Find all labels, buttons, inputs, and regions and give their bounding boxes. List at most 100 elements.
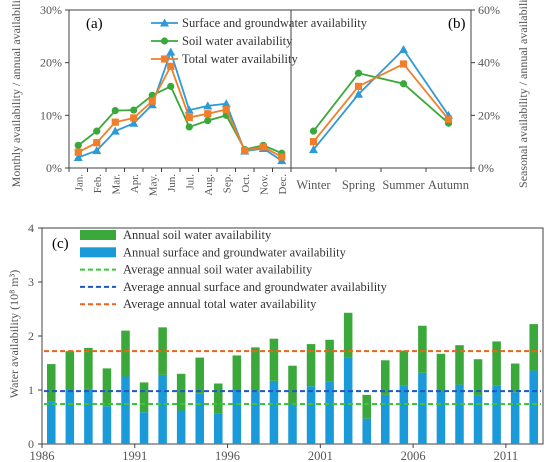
panel-c-bar-soil-10 [232, 355, 242, 390]
panel-c-bar-surface-9 [214, 413, 223, 444]
panel-a-x-tick-label: Oct. [240, 174, 252, 193]
panel-c-bar-soil-22 [455, 345, 464, 385]
panel-a-legend: Surface and groundwater availability Soil… [151, 16, 368, 66]
panel-b-seasonal-chart: (b) Seasonal availability / annual avail… [290, 0, 530, 192]
panel-c-bar-soil-17 [362, 394, 371, 419]
panel-a-point-0-0 [73, 152, 83, 161]
panel-c-bar-soil-19 [399, 350, 409, 386]
panel-c-y-tick-label: 1 [28, 383, 34, 397]
panel-b-series-line-0 [312, 48, 450, 151]
panel-c-bar-soil-26 [529, 324, 538, 371]
panel-a-x-tick-label: Aug. [203, 174, 215, 196]
panel-a-x-tick-label: Dec. [277, 174, 289, 195]
panel-a-point-2-2 [111, 118, 119, 126]
panel-b-y-ticks: 0% 20% 40% 60% [471, 3, 500, 175]
panel-c-bar-soil-12 [269, 338, 279, 381]
panel-c-legend-label-4: Average annual total water availability [123, 297, 317, 311]
panel-b-x-tick-label: Spring [342, 178, 376, 192]
panel-a-x-tick-label: Mar. [110, 174, 122, 195]
panel-c-legend-label-1: Annual surface and groundwater availabil… [123, 245, 347, 259]
panel-c-bar-surface-1 [65, 390, 75, 444]
panel-b-point-0-1 [354, 89, 363, 98]
panel-c-bar-soil-1 [65, 351, 75, 390]
panel-b-label: (b) [448, 16, 466, 32]
panel-c-bar-surface-0 [47, 401, 56, 444]
panel-a-label: (a) [86, 16, 103, 32]
panel-a-point-2-1 [93, 139, 101, 147]
panel-a-point-1-1 [93, 127, 101, 135]
panel-c-x-tick-label: 2006 [401, 449, 426, 462]
panel-c-legend-swatch-1 [80, 247, 116, 258]
panel-a-point-2-10 [259, 143, 267, 151]
panel-a-point-1-5 [167, 82, 175, 90]
panel-a-y-ticks: 0% 10% 20% 30% [40, 3, 69, 175]
panel-c-bar-soil-18 [381, 360, 390, 395]
panel-b-point-2-0 [309, 138, 318, 146]
panel-a-x-tick-label: Sep. [221, 174, 233, 194]
panel-a-x-tick-label: Nov. [258, 174, 270, 195]
panel-a-point-1-6 [185, 123, 193, 131]
panel-a-point-0-5 [166, 47, 176, 56]
panel-a-point-2-5 [167, 62, 175, 70]
panel-a-x-tick-label: Jul. [184, 174, 196, 190]
panel-c-bar-surface-19 [399, 385, 409, 444]
panel-a-point-1-3 [130, 106, 138, 114]
panel-c-bar-surface-14 [306, 386, 316, 444]
panel-c-bar-surface-2 [84, 388, 93, 444]
panel-c-bar-soil-21 [436, 353, 446, 392]
panel-a-point-0-3 [129, 118, 139, 127]
panel-a-point-1-0 [74, 141, 82, 149]
panel-a-legend-label-2: Total water availability [182, 52, 298, 66]
panel-b-x-tick-label: Summer [382, 178, 425, 192]
panel-c-bar-surface-5 [139, 412, 149, 444]
panel-c-bar-surface-12 [269, 380, 279, 444]
panel-c-bar-soil-25 [510, 363, 520, 393]
panel-a-x-ticks: Jan. Feb. Mar. Apr. May. Jun. Jul. Aug. Sep. Oct.… [68, 168, 292, 196]
panel-a-point-0-2 [110, 126, 120, 135]
panel-a-legend-marker-1 [160, 37, 169, 45]
panel-c-x-tick-label: 2001 [308, 449, 333, 462]
panel-a-legend-label-1: Soil water availability [182, 34, 293, 48]
panel-b-point-0-0 [309, 145, 318, 154]
panel-a-series [73, 47, 287, 165]
panel-a-x-tick-label: Feb. [92, 174, 104, 194]
panel-c-legend-label-2: Average annual soil water availability [123, 263, 313, 277]
panel-c-bar-soil-20 [418, 325, 427, 373]
panel-c-label: (c) [52, 236, 69, 252]
panel-c-x-tick-label: 1996 [215, 449, 240, 462]
panel-b-x-tick-label: Winter [296, 178, 331, 192]
panel-c-y-tick-label: 0 [28, 437, 34, 451]
panel-a-x-tick-label: Jun. [166, 174, 178, 192]
panel-c-bar-soil-2 [84, 347, 93, 389]
panel-c-y-tick-label: 3 [28, 275, 34, 289]
panel-c-bar-surface-6 [158, 374, 167, 444]
panel-c-x-tick-label: 1991 [122, 449, 147, 462]
panel-c-bar-surface-10 [232, 390, 242, 444]
panel-a-x-tick-label: Apr. [129, 174, 141, 194]
panel-b-x-tick-label: Autumn [428, 178, 470, 192]
panel-c-bar-surface-22 [455, 384, 464, 444]
panel-a-point-2-8 [222, 105, 230, 114]
panel-b-point-2-1 [354, 82, 363, 90]
panel-c-legend-swatch-0 [80, 230, 116, 240]
panel-c-bar-soil-11 [251, 347, 260, 392]
panel-a-x-tick-label: Jan. [73, 174, 85, 192]
panel-c-x-tick-label: 1986 [30, 449, 55, 462]
panel-c-bar-surface-8 [195, 393, 204, 444]
panel-a-point-2-6 [185, 113, 193, 122]
panel-a-legend-marker-0 [160, 18, 169, 27]
panel-a-x-tick-label: May. [147, 174, 159, 196]
panel-c-bar-soil-5 [139, 382, 149, 413]
panel-b-y-tick-label: 60% [478, 3, 500, 17]
panel-c-bar-soil-0 [47, 364, 56, 402]
panel-c-x-tick-label: 2011 [494, 449, 519, 462]
panel-a-point-2-7 [204, 110, 212, 118]
panel-b-point-1-1 [354, 69, 363, 77]
panel-c-bar-surface-24 [492, 385, 501, 444]
panel-b-point-2-3 [444, 115, 453, 123]
panel-a-point-2-4 [148, 97, 156, 105]
panel-c-bar-surface-26 [529, 370, 538, 444]
panel-c-bar-soil-16 [343, 312, 353, 358]
panel-b-ylabel: Seasonal availability / annual availabil… [516, 0, 530, 188]
